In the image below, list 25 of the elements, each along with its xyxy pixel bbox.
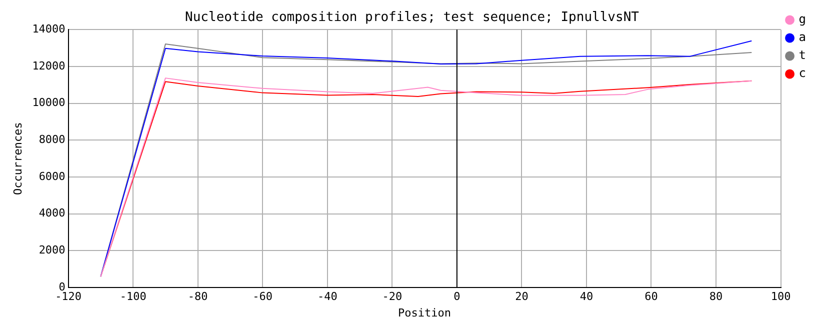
legend-label: a — [798, 30, 806, 44]
legend-label: c — [798, 66, 806, 80]
x-tick-label: 20 — [515, 290, 528, 304]
legend-label: t — [798, 48, 806, 62]
x-axis-title: Position — [398, 306, 452, 320]
x-tick-label: 100 — [770, 290, 791, 304]
y-tick-label: 4000 — [38, 206, 66, 220]
x-tick-label: -40 — [317, 290, 338, 304]
x-tick-label: -20 — [382, 290, 402, 304]
x-tick-label: -100 — [120, 290, 146, 304]
y-tick-label: 14000 — [32, 22, 66, 36]
x-tick-label: 0 — [454, 290, 460, 304]
x-tick-label: 40 — [580, 290, 594, 304]
y-tick-label: 12000 — [32, 59, 66, 72]
y-axis-title: Occurrences — [11, 122, 24, 196]
y-tick-label: 8000 — [38, 133, 66, 146]
legend-label: g — [798, 12, 806, 26]
chart-title: Nucleotide composition profiles; test sequence; IpnullvsNT — [185, 10, 640, 26]
x-tick-label: 60 — [644, 290, 658, 304]
y-tick-label: 6000 — [38, 170, 66, 183]
x-tick-label: -60 — [252, 290, 273, 304]
y-tick-label: 10000 — [32, 96, 66, 110]
x-tick-label: -80 — [188, 290, 208, 304]
y-tick-label: 2000 — [38, 244, 66, 257]
x-tick-label: 80 — [709, 290, 723, 304]
